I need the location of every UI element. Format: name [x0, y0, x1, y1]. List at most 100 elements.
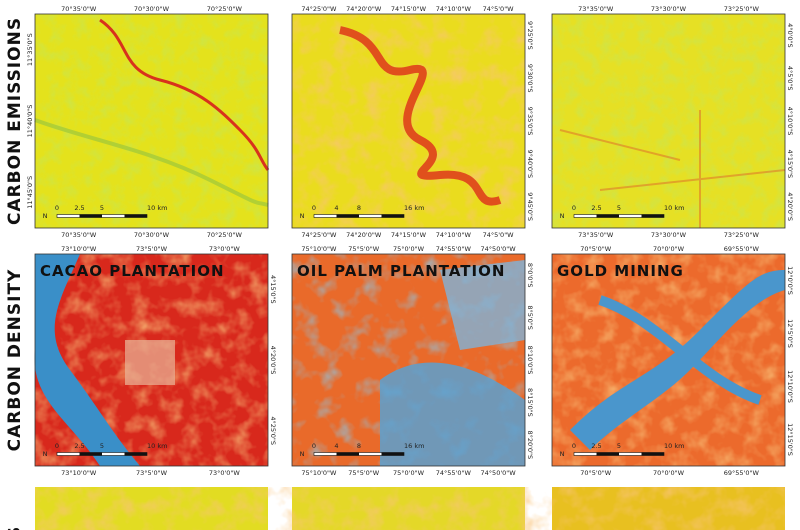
scale-label: 16 km [404, 442, 424, 450]
coord-label: 4°25'0"S [269, 416, 277, 445]
plantation [125, 340, 175, 385]
coord-label: 70°5'0"W [580, 469, 612, 477]
map-texture [35, 487, 785, 530]
coord-label: 8°20'0"S [526, 430, 534, 459]
scale-bar [641, 452, 664, 456]
coord-label: 74°20'0"W [346, 231, 382, 239]
scale-label: 5 [100, 204, 104, 212]
scale-label: 5 [617, 204, 621, 212]
river [570, 270, 785, 450]
scale-label: 5 [617, 442, 621, 450]
coord-label: 74°55'0"W [436, 245, 472, 253]
coord-label: 11°45'0"S [26, 176, 34, 209]
coord-label: 74°10'0"W [436, 231, 472, 239]
scale-label: 0 [572, 204, 576, 212]
scale-label: 4 [334, 442, 338, 450]
coord-label: 4°20'0"S [269, 346, 277, 375]
row-label: CARBON DENSITY [5, 269, 25, 452]
coord-label: 75°5'0"W [348, 469, 380, 477]
scale-label: 2.5 [74, 442, 84, 450]
coord-label: 74°25'0"W [301, 231, 337, 239]
coord-label: 9°45'0"S [526, 192, 534, 221]
coord-label: 8°10'0"S [526, 346, 534, 375]
coord-label: 4°20'0"S [786, 192, 794, 221]
coord-label: 75°0'0"W [393, 245, 425, 253]
coord-label: 12°0'0"S [786, 266, 794, 295]
coord-label: 74°20'0"W [346, 5, 382, 13]
panel-frame [34, 13, 269, 229]
scale-bar [79, 214, 102, 218]
scale-label: 0 [312, 442, 316, 450]
panel-title: GOLD MINING [557, 262, 684, 280]
panel-frame [291, 13, 526, 229]
coord-label: 73°10'0"W [61, 245, 97, 253]
north-arrow: N [560, 450, 565, 458]
coord-label: 73°30'0"W [651, 5, 687, 13]
scale-bar [381, 214, 404, 218]
coord-label: 9°25'0"S [526, 21, 534, 50]
coord-label: 9°35'0"S [526, 107, 534, 136]
coord-label: 74°10'0"W [436, 5, 472, 13]
road [559, 110, 786, 228]
scale-label: 2.5 [591, 442, 601, 450]
plantation [440, 260, 525, 350]
panel-frame [34, 253, 269, 467]
coord-label: 75°10'0"W [301, 469, 337, 477]
coord-label: 8°5'0"S [526, 305, 534, 330]
coord-label: 12°5'0"S [786, 319, 794, 348]
coord-label: 73°25'0"W [724, 231, 760, 239]
coord-label: 75°10'0"W [301, 245, 337, 253]
north-arrow: N [300, 212, 305, 220]
coord-label: 74°15'0"W [391, 5, 427, 13]
coord-label: 70°25'0"W [207, 5, 243, 13]
coord-label: 4°5'0"S [786, 66, 794, 91]
coord-label: 8°0'0"S [526, 263, 534, 288]
north-arrow: N [300, 450, 305, 458]
coord-label: 74°5'0"W [483, 5, 515, 13]
coord-label: 74°55'0"W [436, 469, 472, 477]
north-arrow: N [43, 450, 48, 458]
map-texture [552, 14, 785, 228]
scale-label: 0 [572, 442, 576, 450]
panel-frame [551, 253, 786, 467]
coord-label: 11°35'0"S [26, 33, 34, 66]
scale-bar [641, 214, 664, 218]
coord-label: 73°35'0"W [578, 5, 614, 13]
coord-label: 9°30'0"S [526, 64, 534, 93]
scale-label: 8 [357, 442, 361, 450]
scale-label: 10 km [147, 442, 167, 450]
scale-label: 5 [100, 442, 104, 450]
scale-bar [79, 452, 102, 456]
coord-label: 74°50'0"W [481, 469, 517, 477]
scale-bar [336, 452, 359, 456]
river [99, 18, 270, 171]
coord-label: 12°15'0"S [786, 423, 794, 456]
coord-label: 70°35'0"W [61, 231, 97, 239]
coord-label: 12°10'0"S [786, 370, 794, 403]
scale-bar [596, 214, 619, 218]
water [34, 254, 140, 466]
river [34, 118, 269, 207]
coord-label: 74°15'0"W [391, 231, 427, 239]
scale-label: 0 [55, 204, 59, 212]
scale-bar [596, 452, 619, 456]
coord-label: 70°0'0"W [653, 245, 685, 253]
scale-label: 10 km [664, 442, 684, 450]
coord-label: 69°55'0"W [724, 245, 760, 253]
coord-label: 70°5'0"W [580, 245, 612, 253]
coord-label: 70°30'0"W [134, 5, 170, 13]
scale-label: 10 km [147, 204, 167, 212]
map-panels [34, 14, 786, 530]
scale-label: 10 km [664, 204, 684, 212]
coord-label: 75°5'0"W [348, 245, 380, 253]
panel-title: CACAO PLANTATION [40, 262, 225, 280]
coord-label: 8°15'0"S [526, 388, 534, 417]
river [598, 295, 762, 405]
river [339, 26, 502, 206]
panel-frame [551, 13, 786, 229]
coord-label: 73°5'0"W [136, 469, 168, 477]
labels: CARBON EMISSIONS CARBON DENSITY NS 70°35'0"… [5, 5, 794, 530]
panel-frame [291, 253, 526, 467]
coord-label: 73°25'0"W [724, 5, 760, 13]
